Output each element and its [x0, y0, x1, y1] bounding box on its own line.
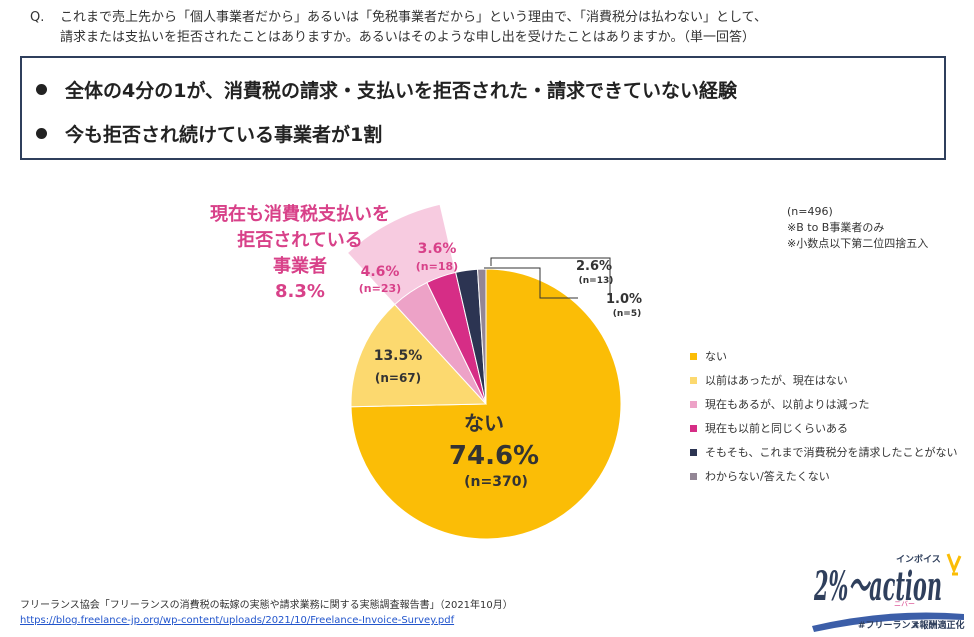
- summary-item-2: 今も拒否され続けている事業者が1割: [36, 120, 382, 147]
- legend-label: 以前はあったが、現在はない: [705, 374, 848, 387]
- slice-wakaranai: [476, 268, 487, 405]
- rounding-note: ※小数点以下第二位四捨五入: [787, 237, 929, 250]
- logo-swoosh: [812, 612, 964, 632]
- callout-line-3: 事業者: [273, 255, 327, 277]
- legend-label: ない: [705, 350, 727, 363]
- logo-main-text: 2%〜action: [813, 563, 942, 610]
- question-line-1: これまで売上先から「個人事業者だから」あるいは「免税事業者だから」という理由で、…: [60, 10, 767, 25]
- legend-label: 現在も以前と同じくらいある: [705, 422, 848, 435]
- summary-text-2: 今も拒否され続けている事業者が1割: [65, 124, 383, 146]
- summary-item-1: 全体の4分の1が、消費税の請求・支払いを拒否された・請求できていない経験: [36, 76, 737, 103]
- value-label-wakaranai: 1.0%: [606, 292, 642, 307]
- invoice-action-logo: 2%〜action インボイス ニバー #フリーランス #報酬適正化: [812, 553, 965, 632]
- callout-value: 8.3%: [275, 281, 325, 302]
- leader-line-wakaranai: [490, 257, 611, 296]
- source-url-link[interactable]: https://blog.freelance-jp.org/wp-content…: [20, 615, 455, 626]
- survey-question: Q. これまで売上先から「個人事業者だから」あるいは「免税事業者だから」という理…: [30, 8, 950, 48]
- logo-tag-fair-pay: #報酬適正化: [912, 619, 965, 631]
- legend-label: 現在もあるが、以前よりは減った: [705, 398, 870, 411]
- count-label-wakaranai: (n=5): [613, 309, 641, 319]
- count-label-nai: (n=370): [464, 474, 528, 490]
- btob-note: ※B to B事業者のみ: [787, 221, 885, 234]
- summary-box: 全体の4分の1が、消費税の請求・支払いを拒否された・請求できていない経験 今も拒…: [20, 56, 946, 160]
- summary-text-1: 全体の4分の1が、消費税の請求・支払いを拒否された・請求できていない経験: [65, 80, 738, 102]
- value-label-izen-atta: 13.5%: [374, 348, 423, 364]
- legend-swatch: [690, 448, 697, 456]
- count-label-izen-atta: (n=67): [375, 371, 421, 385]
- sample-size-note: (n=496): [787, 205, 833, 218]
- chart-legend: ない以前はあったが、現在はない現在もあるが、以前よりは減った 現在も以前と同じくら…: [690, 344, 957, 488]
- legend-swatch: [690, 352, 697, 360]
- slice-izen-atta: [350, 303, 488, 408]
- legend-swatch: [690, 400, 697, 408]
- peace-hand-icon: [946, 553, 962, 576]
- source-text: フリーランス協会「フリーランスの消費税の転嫁の実態や請求業務に関する実態調査報告…: [20, 600, 513, 611]
- legend-label: わからない/答えたくない: [705, 470, 830, 483]
- legend-swatch: [690, 472, 697, 480]
- legend-swatch: [690, 376, 697, 384]
- value-label-nai: 74.6%: [449, 441, 539, 471]
- count-label-genzai-onaji: (n=18): [416, 260, 458, 273]
- legend-label: そもそも、これまで消費税分を請求したことがない: [705, 446, 958, 459]
- question-line-2: 請求または支払いを拒否されたことはありますか。あるいはそのような申し出を受けたこ…: [60, 30, 755, 45]
- value-label-genzai-hetta: 4.6%: [361, 264, 400, 280]
- chart-notes: (n=496) ※B to B事業者のみ ※小数点以下第二位四捨五入: [787, 204, 928, 252]
- legend-item-nai: ない: [690, 344, 957, 368]
- callout-line-1: 現在も消費税支払いを: [210, 203, 390, 225]
- question-label: Q.: [30, 10, 45, 25]
- callout-line-2: 拒否されている: [237, 229, 362, 251]
- slice-label-nai: ない: [464, 411, 504, 435]
- count-label-genzai-hetta: (n=23): [359, 282, 401, 295]
- logo-tag-freelance: #フリーランス: [858, 620, 919, 631]
- value-label-genzai-onaji: 3.6%: [418, 241, 457, 257]
- legend-item-genzai-onaji: 現在も以前と同じくらいある: [690, 416, 957, 440]
- legend-item-somosomo: そもそも、これまで消費税分を請求したことがない: [690, 440, 957, 464]
- count-label-somosomo: (n=13): [579, 276, 614, 286]
- legend-swatch: [690, 424, 697, 432]
- logo-sub-text: ニバー: [894, 600, 915, 608]
- bullet-icon: [36, 128, 47, 139]
- leader-line-somosomo: [484, 267, 578, 299]
- value-label-somosomo: 2.6%: [576, 259, 612, 274]
- source-citation: フリーランス協会「フリーランスの消費税の転嫁の実態や請求業務に関する実態調査報告…: [20, 598, 513, 628]
- bullet-icon: [36, 84, 47, 95]
- legend-item-wakaranai: わからない/答えたくない: [690, 464, 957, 488]
- logo-kana-text: インボイス: [896, 553, 941, 565]
- legend-item-izen-atta: 以前はあったが、現在はない: [690, 368, 957, 392]
- legend-item-genzai-hetta: 現在もあるが、以前よりは減った: [690, 392, 957, 416]
